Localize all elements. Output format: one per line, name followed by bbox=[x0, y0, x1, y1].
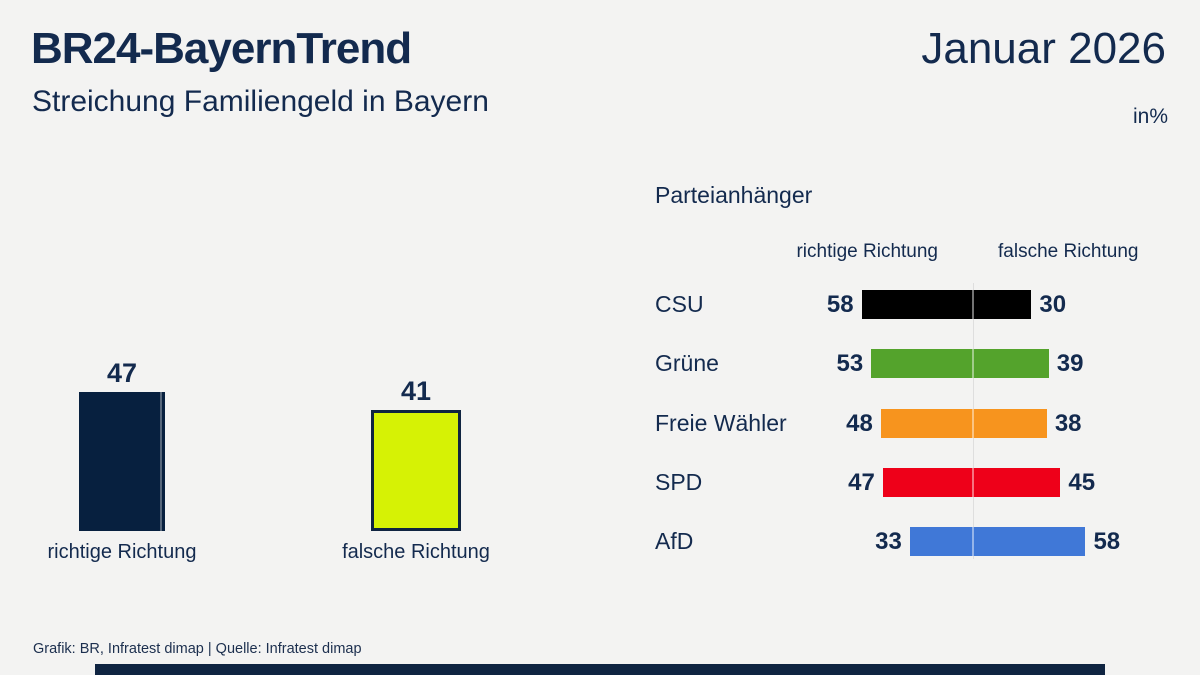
bar-center-divider bbox=[972, 349, 975, 378]
party-bar bbox=[909, 527, 1086, 556]
bar-category-label: richtige Richtung bbox=[47, 541, 197, 563]
party-right-value: 38 bbox=[1054, 410, 1082, 437]
bar-center-divider bbox=[972, 468, 975, 497]
bottom-accent-bar bbox=[95, 664, 1105, 675]
date-label: Januar 2026 bbox=[921, 24, 1166, 73]
page-subtitle: Streichung Familiengeld in Bayern bbox=[32, 85, 489, 118]
party-label: SPD bbox=[655, 469, 703, 495]
party-right-value: 45 bbox=[1068, 469, 1096, 496]
unit-label: in% bbox=[1132, 105, 1168, 128]
bar-center-divider bbox=[972, 290, 975, 319]
bar-value-label: 41 bbox=[400, 376, 432, 406]
party-chart-title: Parteianhänger bbox=[655, 182, 813, 208]
page-title: BR24-BayernTrend bbox=[31, 24, 412, 73]
party-bar bbox=[861, 290, 1032, 319]
party-right-value: 58 bbox=[1093, 528, 1121, 555]
party-left-value: 48 bbox=[846, 410, 873, 437]
party-label: CSU bbox=[655, 291, 704, 317]
party-right-value: 30 bbox=[1039, 291, 1067, 318]
party-left-value: 47 bbox=[848, 469, 875, 496]
bar-center-divider bbox=[972, 409, 975, 438]
source-credit: Grafik: BR, Infratest dimap | Quelle: In… bbox=[33, 641, 362, 657]
bar-inset-line bbox=[160, 392, 162, 531]
party-bar bbox=[880, 409, 1047, 438]
party-right-value: 39 bbox=[1056, 350, 1084, 377]
party-bar bbox=[871, 349, 1049, 378]
category-bar-falsche-richtung bbox=[371, 410, 461, 531]
bar-category-label: falsche Richtung bbox=[342, 541, 490, 563]
party-left-value: 53 bbox=[836, 350, 864, 377]
party-label: Freie Wähler bbox=[655, 410, 787, 436]
party-label: Grüne bbox=[655, 350, 719, 376]
column-header-richtige-richtung: richtige Richtung bbox=[796, 241, 938, 262]
bar-center-divider bbox=[972, 527, 975, 556]
party-label: AfD bbox=[655, 528, 694, 554]
category-bar-richtige-richtung bbox=[79, 392, 165, 531]
party-left-value: 33 bbox=[875, 528, 902, 555]
column-header-falsche-richtung: falsche Richtung bbox=[998, 241, 1139, 262]
party-bar bbox=[882, 468, 1061, 497]
party-left-value: 58 bbox=[826, 291, 854, 318]
bar-value-label: 47 bbox=[106, 358, 138, 388]
